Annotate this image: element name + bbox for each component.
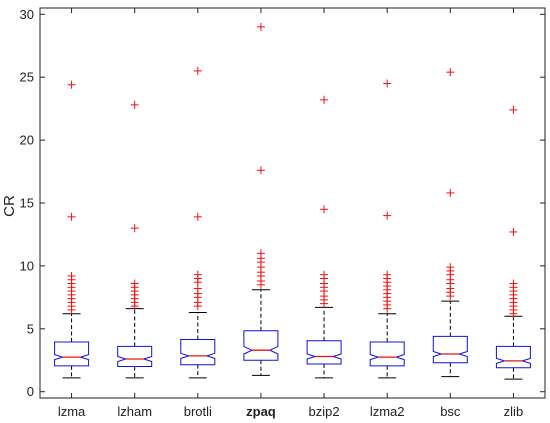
box-lzma xyxy=(54,80,90,379)
notched-box xyxy=(54,341,90,367)
outlier-point xyxy=(509,227,518,236)
plot-area xyxy=(40,8,545,398)
outlier-point xyxy=(193,212,202,221)
x-tick-label-zlib: zlib xyxy=(504,404,524,419)
x-tick-label-brotli: brotli xyxy=(184,404,212,419)
outlier-point xyxy=(320,95,329,104)
box-bsc xyxy=(432,68,468,378)
notched-box xyxy=(117,345,153,367)
outlier-point xyxy=(383,211,392,220)
y-tick-label: 30 xyxy=(20,7,34,22)
outlier-point xyxy=(130,100,139,109)
box-zpaq xyxy=(243,22,279,376)
x-tick-label-zpaq: zpaq xyxy=(246,404,276,419)
box-zlib xyxy=(495,105,531,380)
y-axis-label: CR xyxy=(1,195,18,217)
x-tick-label-lzma2: lzma2 xyxy=(370,404,405,419)
outlier-point xyxy=(193,302,202,311)
x-tick-label-bzip2: bzip2 xyxy=(309,404,340,419)
box-bzip2 xyxy=(306,95,342,379)
outlier-point xyxy=(320,205,329,214)
notched-box xyxy=(495,345,531,369)
outlier-point xyxy=(446,68,455,77)
box-lzham xyxy=(117,100,153,379)
plot-frame xyxy=(39,7,546,399)
outlier-point xyxy=(320,299,329,308)
y-tick-label: 10 xyxy=(20,258,34,273)
outlier-point xyxy=(509,309,518,318)
notched-box xyxy=(180,339,216,366)
box-group xyxy=(54,22,531,380)
outlier-point xyxy=(509,105,518,114)
outlier-point xyxy=(383,79,392,88)
outlier-point xyxy=(130,302,139,311)
outlier-point xyxy=(383,304,392,313)
notched-box xyxy=(243,330,279,361)
x-tick-label-lzma: lzma xyxy=(58,404,86,419)
outlier-point xyxy=(67,80,76,89)
x-tick-label-bsc: bsc xyxy=(440,404,461,419)
outlier-point xyxy=(256,280,265,289)
notched-box xyxy=(306,340,342,365)
outlier-point xyxy=(446,292,455,301)
y-tick-label: 15 xyxy=(20,196,34,211)
notched-box xyxy=(432,335,468,364)
x-tick-label-lzham: lzham xyxy=(117,404,152,419)
notched-box xyxy=(369,341,405,367)
outlier-point xyxy=(193,66,202,75)
y-tick-label: 0 xyxy=(27,384,34,399)
outlier-point xyxy=(256,166,265,175)
outlier-point xyxy=(130,224,139,233)
outlier-point xyxy=(67,212,76,221)
tick-group: 0 5 10 15 20 25 30 lzma lzham brotli zpaq bzip2 lzma… xyxy=(20,7,545,419)
y-tick-label: 5 xyxy=(27,321,34,336)
box-brotli xyxy=(180,66,216,379)
outlier-point xyxy=(446,188,455,197)
y-tick-label: 25 xyxy=(20,70,34,85)
y-tick-label: 20 xyxy=(20,133,34,148)
outlier-point xyxy=(67,305,76,314)
box-lzma2 xyxy=(369,79,405,379)
outlier-point xyxy=(256,22,265,31)
